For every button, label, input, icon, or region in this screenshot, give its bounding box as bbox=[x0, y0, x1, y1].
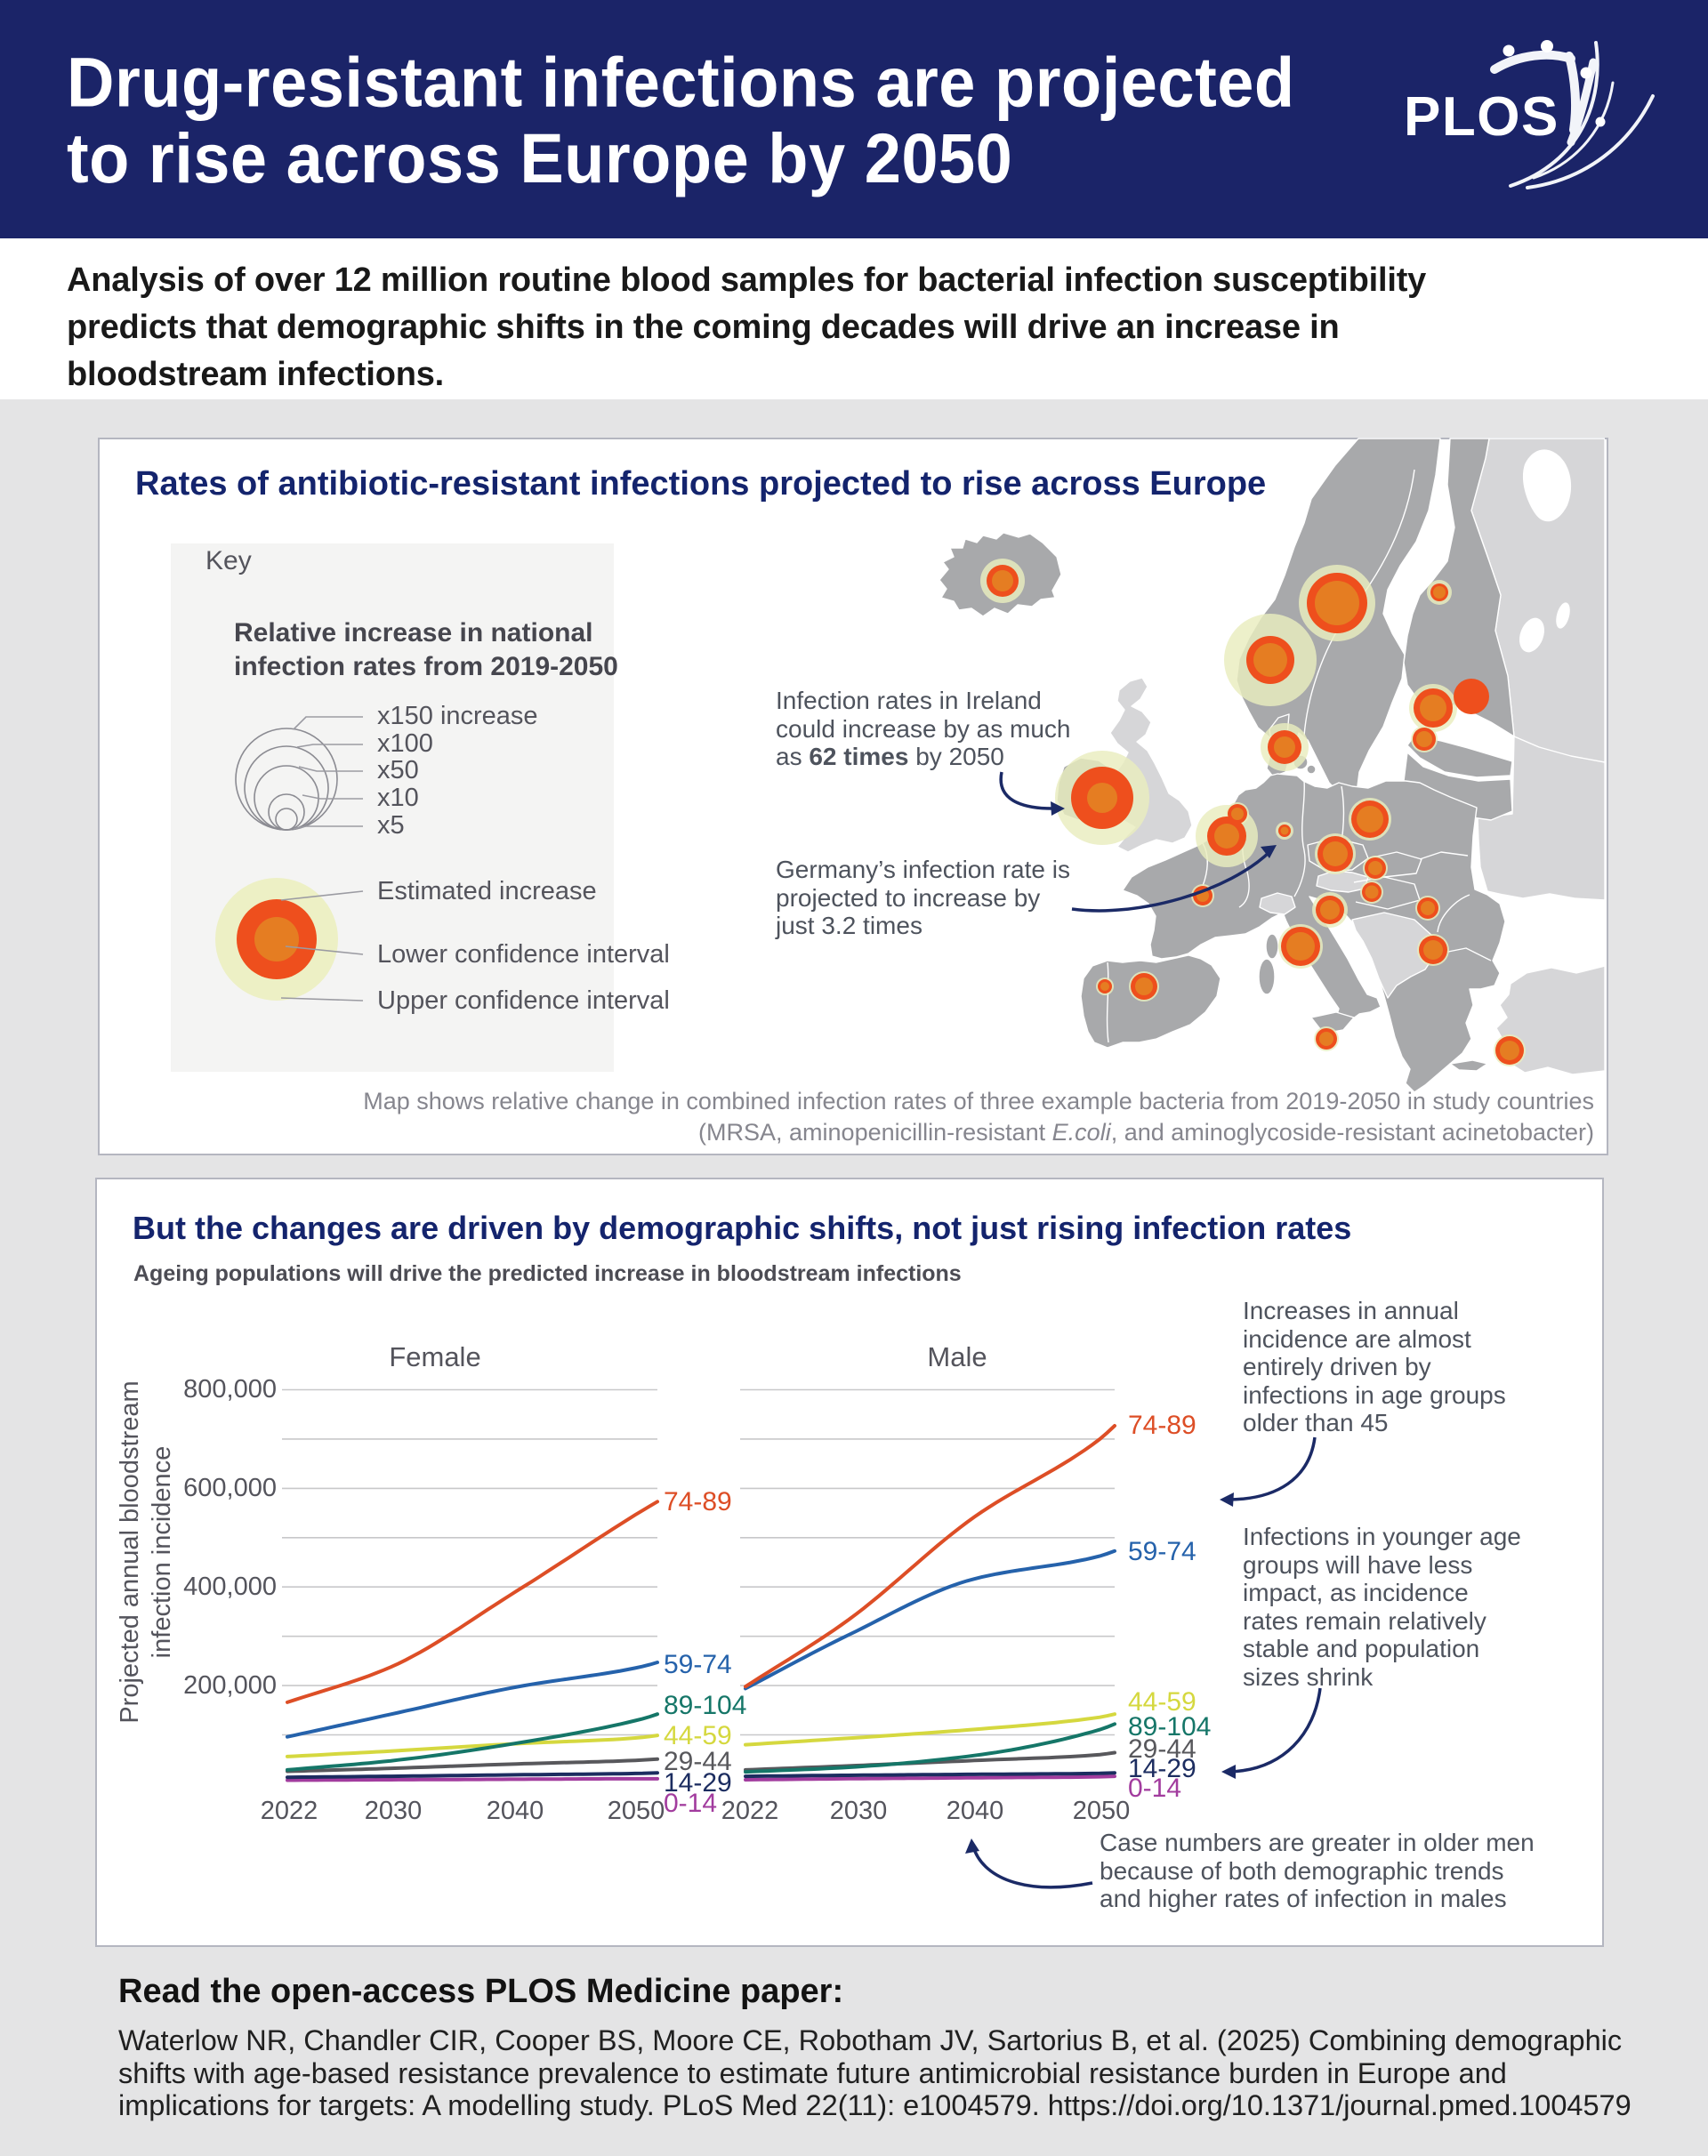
svg-text:PLOS: PLOS bbox=[1404, 86, 1559, 148]
